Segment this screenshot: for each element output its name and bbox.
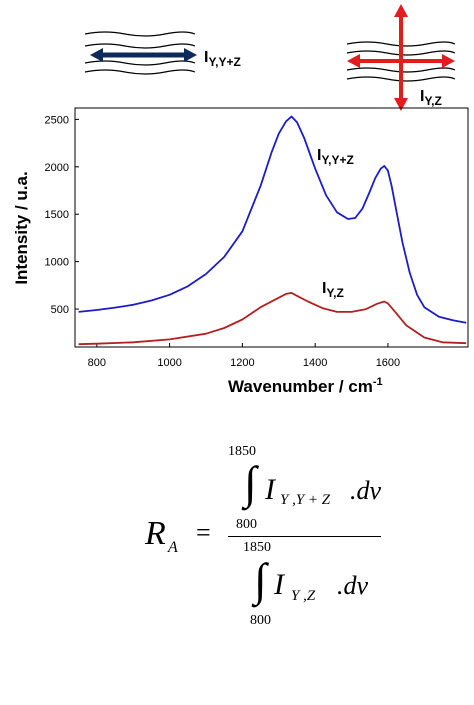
x-axis-title-sup: -1 (373, 376, 383, 388)
series-label-crossed-main: I (322, 280, 326, 297)
x-axis: 800 1000 1200 1400 1600 (88, 343, 400, 369)
wave-line (84, 43, 196, 49)
x-axis-title-text: Wavenumber / cm (228, 377, 373, 396)
series-label-parallel-main: I (317, 147, 321, 164)
series-line-parallel (78, 115, 467, 324)
series-label-crossed: IY,Z (322, 280, 344, 300)
wave-line (84, 31, 196, 37)
x-tick-label: 1200 (230, 357, 254, 369)
denominator-differential: .dv (337, 571, 369, 600)
inset-crossed-polarization: IY,Z (346, 4, 456, 111)
formula-equals: = (196, 518, 211, 547)
denominator-upper-limit: 1850 (243, 540, 271, 555)
y-tick-label: 500 (51, 304, 69, 316)
inset-right-label: IY,Z (420, 88, 442, 108)
wave-line (346, 50, 456, 56)
x-tick-label: 800 (88, 357, 106, 369)
denominator-lower-limit: 800 (250, 613, 271, 628)
inset-right-label-sub: Y,Z (424, 94, 441, 108)
numerator-upper-limit: 1850 (228, 444, 256, 459)
denominator-integral-sign: ∫ (254, 554, 267, 605)
wave-line (346, 41, 456, 47)
x-axis-title: Wavenumber / cm-1 (228, 376, 383, 396)
wave-line (346, 67, 456, 73)
numerator-subscript: Y ,Y + Z (280, 492, 331, 508)
series-label-parallel: IY,Y+Z (317, 147, 354, 167)
y-axis: 500 1000 1500 2000 2500 (45, 114, 79, 316)
y-tick-label: 2000 (45, 162, 69, 174)
denominator-subscript: Y ,Z (291, 588, 316, 604)
plot-frame (74, 107, 469, 348)
formula-lhs-sub: A (168, 539, 178, 556)
numerator-lower-limit: 800 (236, 517, 257, 532)
series-label-parallel-sub: Y,Y+Z (321, 153, 353, 167)
y-tick-label: 1000 (45, 257, 69, 269)
numerator-differential: .dv (350, 476, 382, 505)
y-axis-title: Intensity / u.a. (12, 171, 31, 284)
inset-right-label-main: I (420, 88, 424, 105)
wave-line (346, 76, 456, 82)
inset-left-label-main: I (204, 49, 208, 66)
inset-parallel-polarization: IY,Y+Z (84, 31, 241, 75)
x-tick-label: 1600 (376, 357, 400, 369)
cross-arrow-icon (347, 4, 455, 111)
formula-lhs: R (145, 515, 166, 552)
inset-left-label: IY,Y+Z (204, 49, 241, 69)
y-tick-label: 1500 (45, 209, 69, 221)
wave-line (84, 60, 196, 66)
series-label-crossed-sub: Y,Z (326, 286, 343, 300)
x-tick-label: 1400 (303, 357, 327, 369)
series-line-crossed (78, 292, 467, 346)
y-tick-label: 2500 (45, 114, 69, 126)
inset-left-label-sub: Y,Y+Z (208, 55, 240, 69)
double-arrow-icon (90, 48, 197, 62)
numerator-variable: I (265, 473, 275, 506)
denominator-variable: I (274, 568, 284, 601)
wave-line (84, 69, 196, 75)
fraction-bar (228, 536, 381, 537)
series-group (78, 115, 467, 346)
x-tick-label: 1000 (157, 357, 181, 369)
numerator-integral-sign: ∫ (244, 457, 257, 508)
